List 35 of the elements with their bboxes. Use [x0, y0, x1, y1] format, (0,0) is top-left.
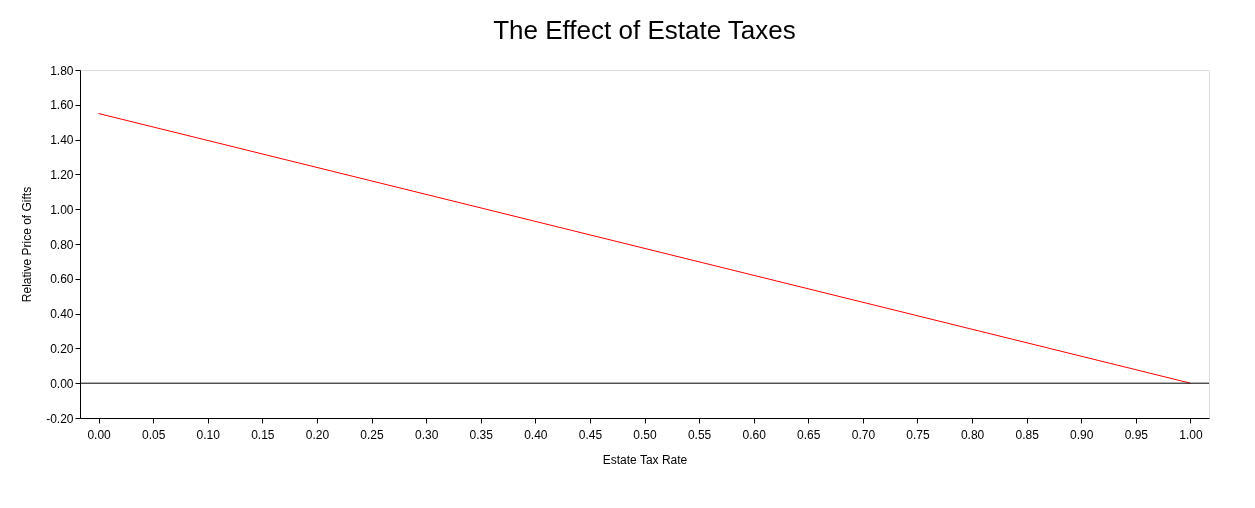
x-tick-label: 1.00 [1179, 427, 1203, 442]
x-tick-label: 0.00 [87, 427, 112, 442]
y-tick-label: 1.20 [50, 167, 74, 182]
x-tick-label: 0.05 [141, 427, 166, 442]
x-tick-label: 0.20 [305, 427, 330, 442]
y-tick-label: 0.00 [50, 376, 74, 391]
x-tick-label: 0.60 [742, 427, 767, 442]
x-axis-title: Estate Tax Rate [602, 452, 688, 467]
y-tick-label: 0.60 [50, 272, 74, 287]
x-tick-label: 0.80 [960, 427, 985, 442]
chart-title: The Effect of Estate Taxes [493, 15, 796, 45]
x-tick-label: 0.70 [851, 427, 876, 442]
x-tick-label: 0.10 [196, 427, 221, 442]
x-tick-label: 0.30 [414, 427, 439, 442]
y-tick-label: 0.20 [50, 341, 74, 356]
x-tick-label: 0.95 [1124, 427, 1149, 442]
y-tick-label: -0.20 [46, 411, 74, 426]
x-tick-label: 0.85 [1015, 427, 1040, 442]
y-tick-label: 0.40 [50, 307, 74, 322]
x-tick-label: 0.55 [687, 427, 712, 442]
y-tick-label: 1.60 [50, 98, 74, 113]
y-tick-label: 1.40 [50, 133, 74, 148]
y-tick-label: 1.00 [50, 202, 74, 217]
x-tick-label: 0.50 [633, 427, 657, 442]
x-tick-label: 0.15 [251, 427, 275, 442]
x-tick-label: 0.40 [524, 427, 548, 442]
x-tick-label: 0.75 [906, 427, 930, 442]
x-tick-label: 0.65 [797, 427, 821, 442]
y-tick-label: 0.80 [50, 237, 74, 252]
x-tick-label: 0.90 [1070, 427, 1094, 442]
x-tick-label: 0.25 [360, 427, 385, 442]
y-axis-title: Relative Price of Gifts [20, 186, 35, 303]
y-tick-label: 1.80 [50, 63, 74, 78]
x-tick-label: 0.35 [469, 427, 494, 442]
x-tick-label: 0.45 [578, 427, 603, 442]
